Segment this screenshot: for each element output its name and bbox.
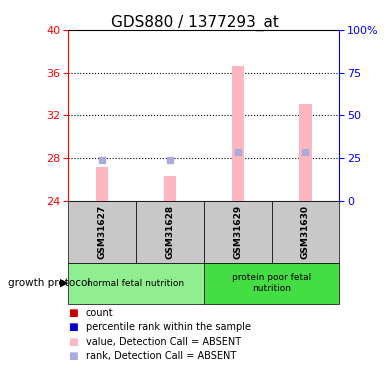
- Text: rank, Detection Call = ABSENT: rank, Detection Call = ABSENT: [86, 351, 236, 361]
- Text: GSM31629: GSM31629: [233, 204, 242, 259]
- Text: percentile rank within the sample: percentile rank within the sample: [86, 322, 251, 332]
- Text: GSM31627: GSM31627: [98, 204, 106, 259]
- Text: value, Detection Call = ABSENT: value, Detection Call = ABSENT: [86, 337, 241, 346]
- Text: GSM31628: GSM31628: [165, 204, 174, 259]
- Bar: [164, 176, 176, 201]
- Bar: [68, 201, 136, 262]
- Bar: [204, 262, 339, 304]
- Bar: [96, 166, 108, 201]
- Bar: [204, 201, 271, 262]
- Text: normal fetal nutrition: normal fetal nutrition: [87, 279, 184, 288]
- Text: GDS880 / 1377293_at: GDS880 / 1377293_at: [111, 15, 279, 31]
- Text: protein poor fetal
nutrition: protein poor fetal nutrition: [232, 273, 311, 293]
- Bar: [299, 104, 312, 201]
- Text: ▶: ▶: [60, 278, 69, 288]
- Text: growth protocol: growth protocol: [8, 278, 90, 288]
- Text: ■: ■: [68, 337, 78, 346]
- Text: ■: ■: [68, 308, 78, 318]
- Bar: [68, 262, 204, 304]
- Bar: [136, 201, 204, 262]
- Text: ■: ■: [68, 351, 78, 361]
- Bar: [232, 66, 244, 201]
- Text: count: count: [86, 308, 113, 318]
- Text: GSM31630: GSM31630: [301, 205, 310, 259]
- Text: ■: ■: [68, 322, 78, 332]
- Bar: [271, 201, 339, 262]
